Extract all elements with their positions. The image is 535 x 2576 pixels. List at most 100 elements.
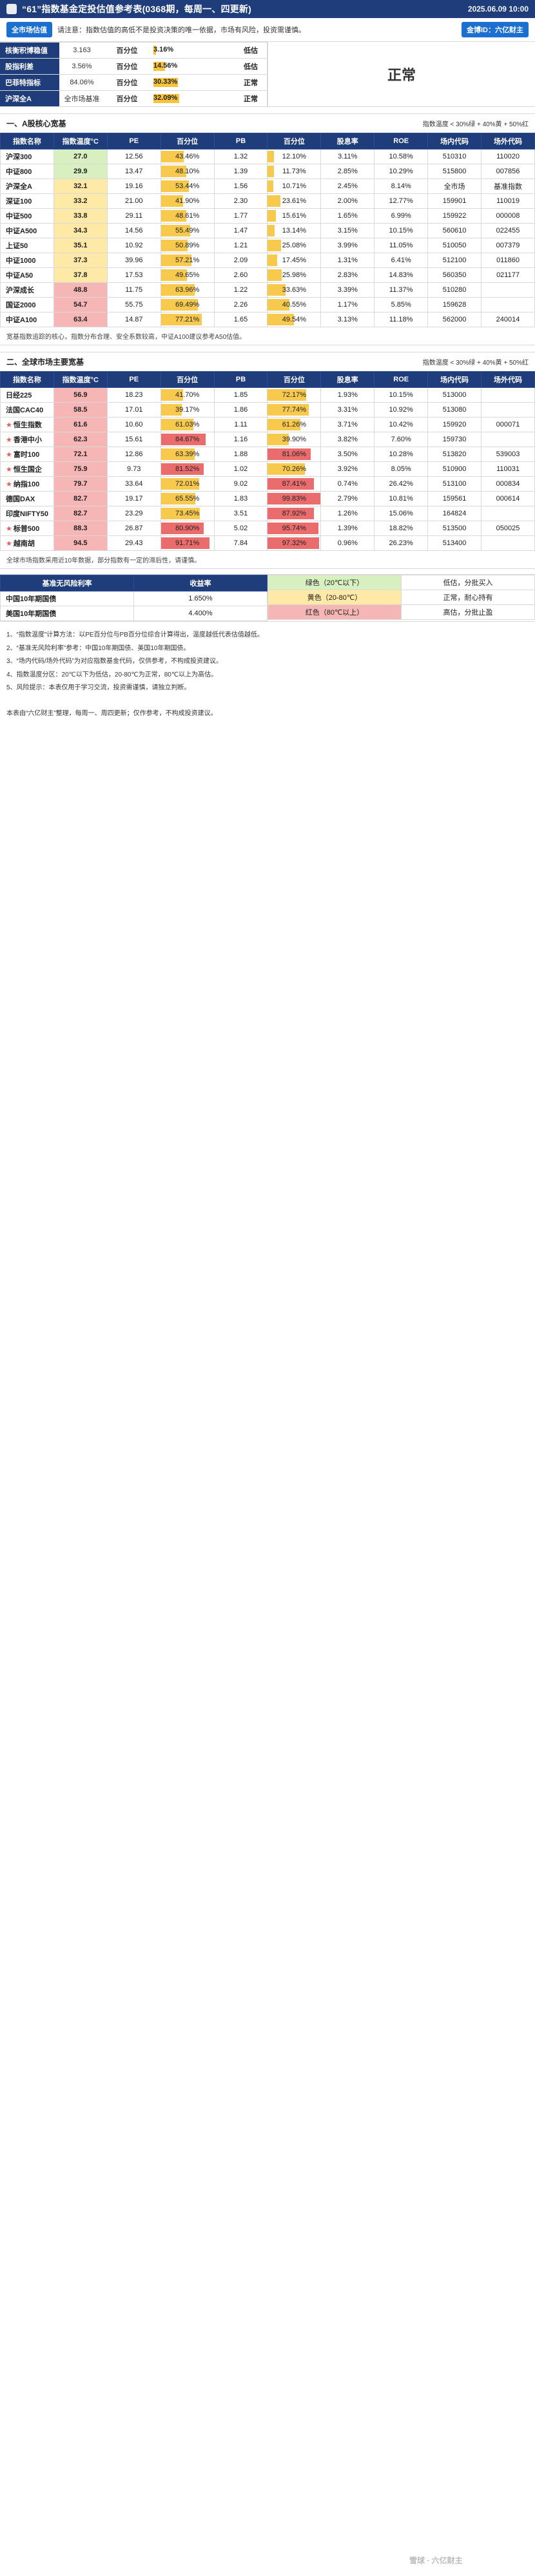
index-name[interactable]: 沪深300: [1, 149, 54, 164]
table-row: ★ 恒生指数 61.6 10.60 61.03% 1.11 61.26% 3.71% 10.42…: [1, 418, 535, 432]
pb: 1.88: [214, 447, 268, 462]
exchange-code: 159730: [428, 432, 482, 447]
roe: 11.37%: [374, 283, 428, 298]
summary-bar-track: 32.09%: [153, 94, 235, 103]
index-name[interactable]: 中证800: [1, 164, 54, 179]
pe: 19.17: [107, 492, 160, 506]
index-name[interactable]: ★ 标普500: [1, 521, 54, 536]
summary-mid: 百分位: [104, 90, 150, 106]
pe-percentile-text: 91.71%: [161, 536, 214, 550]
roe: 10.92%: [374, 403, 428, 418]
index-name[interactable]: 中证A50: [1, 268, 54, 283]
index-name[interactable]: 法国CAC40: [1, 403, 54, 418]
roe: 12.77%: [374, 194, 428, 209]
index-name[interactable]: 中证A100: [1, 312, 54, 327]
otc-code: 基准指数: [482, 179, 535, 194]
dividend-yield: 3.11%: [321, 149, 374, 164]
index-name[interactable]: 日经225: [1, 388, 54, 403]
index-name[interactable]: 印度NIFTY50: [1, 506, 54, 521]
note-line: 1、“指数温度”计算方法：以PE百分位与PB百分位综合计算得出，温度越低代表估值…: [6, 631, 529, 640]
pb-percentile-text: 10.71%: [268, 179, 320, 193]
market-valuation-pill[interactable]: 全市场估值: [6, 22, 52, 37]
pb: 2.30: [214, 194, 268, 209]
pb: 2.26: [214, 298, 268, 312]
pb-percentile: 99.83%: [268, 492, 321, 506]
index-name[interactable]: ★ 香港中小: [1, 432, 54, 447]
index-name[interactable]: 深证100: [1, 194, 54, 209]
dividend-yield: 3.92%: [321, 462, 374, 477]
otc-code: 000071: [482, 418, 535, 432]
pb-percentile-text: 25.08%: [268, 238, 320, 253]
pb-percentile: 87.92%: [268, 506, 321, 521]
summary-bar-track: 30.33%: [153, 78, 235, 87]
index-name[interactable]: 上证50: [1, 238, 54, 253]
table-row: 中证A100 63.4 14.87 77.21% 1.65 49.54% 3.13% 11.1…: [1, 312, 535, 327]
new-tag: ★: [6, 540, 12, 548]
risk-free-col-name: 基准无风险利率: [1, 575, 134, 591]
col-otc: 场外代码: [482, 372, 535, 388]
index-name[interactable]: 沪深全A: [1, 179, 54, 194]
table-row: 沪深300 27.0 12.56 43.46% 1.32 12.10% 3.11% 10.58…: [1, 149, 535, 164]
index-name[interactable]: 中证A500: [1, 224, 54, 238]
pe: 55.75: [107, 298, 160, 312]
risk-free-yield: 4.400%: [134, 606, 268, 621]
index-name-text: 中证A100: [6, 316, 37, 324]
temperature: 88.3: [54, 521, 107, 536]
index-name[interactable]: ★ 越南胡: [1, 536, 54, 551]
table-row: ★ 富时100 72.1 12.86 63.39% 1.88 81.06% 3.50% 10.2…: [1, 447, 535, 462]
table-row: ★ 香港中小 62.3 15.61 84.67% 1.16 39.90% 3.82% 7.60%…: [1, 432, 535, 447]
pb-percentile-text: 40.55%: [268, 298, 320, 312]
index-name[interactable]: 国证2000: [1, 298, 54, 312]
pb-percentile-text: 17.45%: [268, 253, 320, 267]
index-name-text: 富时100: [14, 451, 39, 459]
index-name[interactable]: 中证500: [1, 209, 54, 224]
summary-bar-text: 14.56%: [153, 62, 177, 70]
summary-value: 84.06%: [59, 74, 104, 90]
index-name[interactable]: ★ 富时100: [1, 447, 54, 462]
section-b-legend: 指数温度 < 30%绿 + 40%黄 + 50%红: [423, 357, 529, 367]
note-line: 2、“基准无风险利率”参考：中国10年期国债、美国10年期国债。: [6, 644, 529, 654]
summary-mid: 百分位: [104, 42, 150, 58]
risk-free-col-yield: 收益率: [134, 575, 268, 591]
risk-free-name: 美国10年期国债: [1, 606, 134, 621]
index-name[interactable]: 沪深成长: [1, 283, 54, 298]
index-name[interactable]: 中证1000: [1, 253, 54, 268]
summary-status: 低估: [235, 42, 267, 58]
pb-percentile-text: 11.73%: [268, 164, 320, 178]
index-name[interactable]: ★ 恒生指数: [1, 418, 54, 432]
pb-percentile-text: 61.26%: [268, 418, 320, 432]
pe: 29.11: [107, 209, 160, 224]
index-name[interactable]: ★ 纳指100: [1, 477, 54, 492]
pb: 1.21: [214, 238, 268, 253]
table-header-row: 指数名称 指数温度°C PE 百分位 PB 百分位 股息率 ROE 场内代码 场…: [1, 372, 535, 388]
pe-percentile-text: 55.49%: [161, 224, 214, 238]
summary-label: 巴菲特指标: [0, 74, 59, 90]
legend-meaning-red: 高估，分批止盈: [402, 605, 535, 620]
legend-text: 指数温度 < 30%绿 + 40%黄 + 50%红: [423, 119, 529, 128]
index-name[interactable]: 德国DAX: [1, 492, 54, 506]
notice-bar: 全市场估值 请注意：指数估值的高低不是投资决策的唯一依据，市场有风险，投资需谨慎…: [0, 18, 535, 42]
pb-percentile: 17.45%: [268, 253, 321, 268]
index-name[interactable]: ★ 恒生国企: [1, 462, 54, 477]
index-name-text: 沪深全A: [6, 183, 32, 191]
table-row: ★ 纳指100 79.7 33.64 72.01% 9.02 87.41% 0.74% 26.4…: [1, 477, 535, 492]
legend-row: 红色（80℃以上） 高估，分批止盈: [268, 605, 535, 620]
temperature: 63.4: [54, 312, 107, 327]
exchange-code: 159561: [428, 492, 482, 506]
table-header-row: 指数名称 指数温度°C PE 百分位 PB 百分位 股息率 ROE 场内代码 场…: [1, 133, 535, 149]
section-a-title: 一、A股核心宽基: [6, 118, 66, 129]
dividend-yield: 0.74%: [321, 477, 374, 492]
roe: 10.15%: [374, 388, 428, 403]
section-b-table: 指数名称 指数温度°C PE 百分位 PB 百分位 股息率 ROE 场内代码 场…: [0, 371, 535, 551]
exchange-code: 562000: [428, 312, 482, 327]
pb-percentile-text: 12.10%: [268, 149, 320, 164]
pb: 1.85: [214, 388, 268, 403]
col-roe: ROE: [374, 372, 428, 388]
section-b-body: 日经225 56.9 18.23 41.70% 1.85 72.17% 1.93% 10.15…: [1, 388, 535, 551]
pe-percentile: 39.17%: [160, 403, 214, 418]
pe-percentile-text: 49.65%: [161, 268, 214, 282]
author-pill[interactable]: 金博ID：六亿财主: [462, 22, 529, 37]
pe: 10.60: [107, 418, 160, 432]
dividend-yield: 1.31%: [321, 253, 374, 268]
pb: 3.51: [214, 506, 268, 521]
